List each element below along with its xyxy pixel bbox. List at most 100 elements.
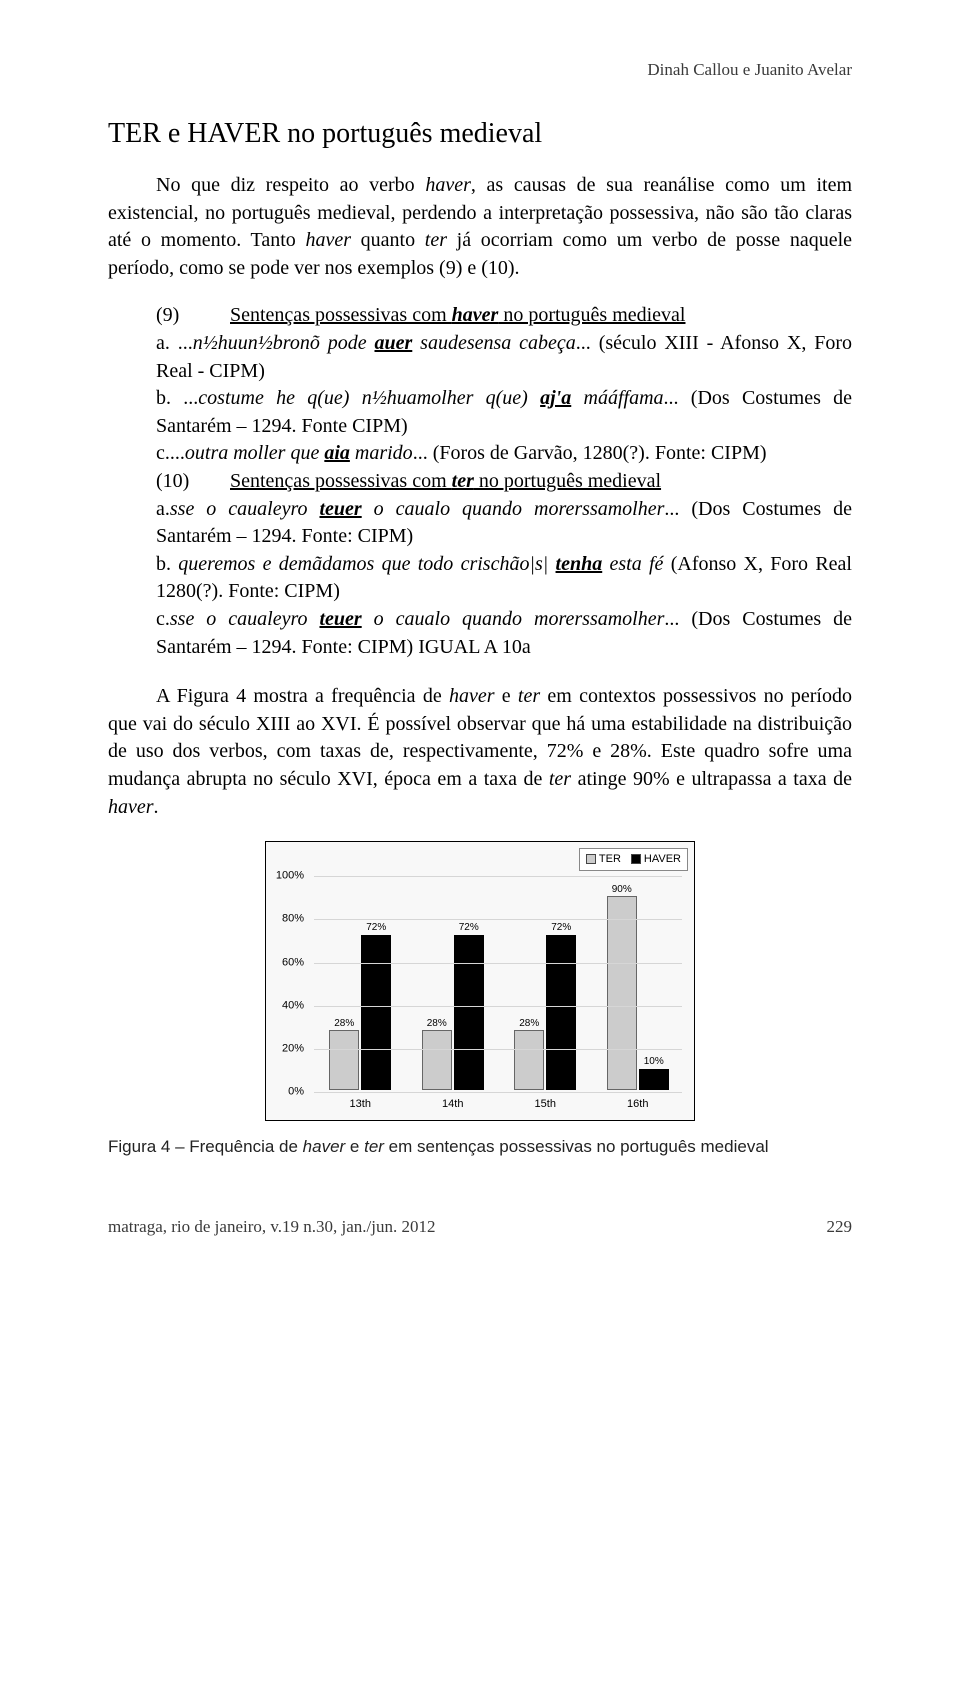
ex10c-teuer: teuer	[319, 608, 361, 630]
section-title: TER e HAVER no português medieval	[108, 115, 852, 154]
grid-line	[314, 876, 682, 877]
ex9c-aia: aia	[324, 442, 350, 464]
y-axis-tick: 0%	[266, 1085, 310, 1100]
grid-line	[314, 1092, 682, 1093]
example-9-number: (9)	[156, 302, 230, 330]
p2-a: A Figura 4 mostra a frequência de	[156, 685, 449, 707]
ex9a-it1: n½huun½bronõ pode	[193, 332, 375, 354]
bar-label-haver: 72%	[361, 921, 391, 935]
example-10-heading: Sentenças possessivas com ter no portugu…	[230, 470, 661, 492]
bar-haver: 72%	[361, 935, 391, 1091]
bar-haver: 72%	[546, 935, 576, 1091]
ex9b-it2: mááffama	[571, 387, 663, 409]
bar-label-ter: 28%	[423, 1017, 451, 1031]
intro-paragraph: No que diz respeito ao verbo haver, as c…	[108, 172, 852, 282]
x-axis-tick: 16th	[627, 1097, 648, 1112]
page-number: 229	[827, 1215, 853, 1238]
figcap-i1: haver	[298, 1137, 345, 1156]
ex10-item-b: b. queremos e demãdamos que todo crischã…	[156, 551, 852, 606]
y-axis-tick: 20%	[266, 1041, 310, 1056]
figcap-mid: e	[345, 1137, 364, 1156]
p2-ter: ter	[518, 685, 540, 707]
bar-ter: 28%	[422, 1030, 452, 1090]
legend-ter-label: TER	[599, 853, 621, 865]
running-head-authors: Dinah Callou e Juanito Avelar	[108, 58, 852, 81]
ex10a-it1: sse o caualeyro	[170, 498, 320, 520]
chart-container: TER HAVER 28%72%28%72%28%72%90%10% 0%20%…	[108, 841, 852, 1121]
ex9c-post: ... (Foros de Garvão, 1280(?). Fonte: CI…	[413, 442, 767, 464]
ex10a-pre: a.	[156, 498, 170, 520]
example-9-title: (9)Sentenças possessivas com haver no po…	[156, 302, 852, 330]
legend-ter: TER	[586, 852, 621, 867]
example-9: (9)Sentenças possessivas com haver no po…	[156, 302, 852, 661]
p2-e: .	[154, 796, 159, 818]
ex9-title-a: Sentenças possessivas com	[230, 304, 452, 326]
word-haver: haver	[425, 174, 471, 196]
ex10b-tenha: tenha	[556, 553, 603, 575]
grid-line	[314, 919, 682, 920]
chart-plot-area: 28%72%28%72%28%72%90%10%	[314, 876, 682, 1090]
ex9a-auer: auer	[374, 332, 412, 354]
x-axis-tick: 14th	[442, 1097, 463, 1112]
intro-text-c: quanto	[351, 229, 425, 251]
ex10b-it2: esta fé	[602, 553, 663, 575]
ex9a-it2: saudesensa cabeça	[412, 332, 576, 354]
ex9-item-c: c....outra moller que aia marido... (For…	[156, 440, 852, 468]
p2-haver: haver	[449, 685, 495, 707]
ex9b-pre: b. ...	[156, 387, 198, 409]
y-axis-tick: 40%	[266, 998, 310, 1013]
legend-swatch-ter	[586, 854, 596, 864]
word-ter: ter	[425, 229, 447, 251]
ex10c-it2: o caualo quando morerssamolher	[362, 608, 665, 630]
paragraph-2: A Figura 4 mostra a frequência de haver …	[108, 683, 852, 821]
page-footer: matraga, rio de janeiro, v.19 n.30, jan.…	[108, 1215, 852, 1238]
grid-line	[314, 1049, 682, 1050]
footer-citation: matraga, rio de janeiro, v.19 n.30, jan.…	[108, 1215, 435, 1238]
bar-label-ter: 28%	[330, 1017, 358, 1031]
p2-d: atinge 90% e ultrapassa a taxa de	[571, 768, 852, 790]
example-10-number: (10)	[156, 468, 230, 496]
grid-line	[314, 963, 682, 964]
ex9-title-italic: haver	[452, 304, 499, 326]
y-axis-tick: 80%	[266, 912, 310, 927]
bar-label-ter: 90%	[608, 883, 636, 897]
bar-ter: 28%	[514, 1030, 544, 1090]
example-9-heading: Sentenças possessivas com haver no portu…	[230, 304, 686, 326]
x-axis-tick: 15th	[535, 1097, 556, 1112]
ex9c-it1: outra moller que	[185, 442, 324, 464]
ex10-item-c: c.sse o caualeyro teuer o caualo quando …	[156, 606, 852, 661]
ex10-title-italic: ter	[452, 470, 474, 492]
bar-label-haver: 72%	[454, 921, 484, 935]
p2-haver2: haver	[108, 796, 154, 818]
figure-caption: Figura 4 – Frequência de haver e ter em …	[108, 1135, 852, 1158]
ex9b-aja: aj'a	[540, 387, 571, 409]
ex9-item-b: b. ...costume he q(ue) n½huamolher q(ue)…	[156, 385, 852, 440]
bar-ter: 28%	[329, 1030, 359, 1090]
ex9-title-b: no português medieval	[498, 304, 685, 326]
ex9-item-a: a. ...n½huun½bronõ pode auer saudesensa …	[156, 330, 852, 385]
ex10a-it2: o caualo quando morerssamolher	[362, 498, 665, 520]
bar-label-haver: 10%	[639, 1055, 669, 1069]
ex9c-it2: marido	[350, 442, 413, 464]
chart-legend: TER HAVER	[579, 848, 688, 871]
intro-text-a: No que diz respeito ao verbo	[156, 174, 425, 196]
p2-ter2: ter	[549, 768, 571, 790]
ex9b-it: costume he q(ue) n½huamolher q(ue)	[198, 387, 540, 409]
figcap-a: Figura 4 – Frequência de	[108, 1137, 298, 1156]
legend-haver-label: HAVER	[644, 853, 681, 865]
ex10-item-a: a.sse o caualeyro teuer o caualo quando …	[156, 496, 852, 551]
legend-swatch-haver	[631, 854, 641, 864]
bar-label-ter: 28%	[515, 1017, 543, 1031]
ex10b-pre: b.	[156, 553, 178, 575]
word-haver-2: haver	[305, 229, 351, 251]
ex10c-pre: c.	[156, 608, 170, 630]
ex10c-it1: sse o caualeyro	[170, 608, 320, 630]
ex10-title-a: Sentenças possessivas com	[230, 470, 452, 492]
x-axis-tick: 13th	[350, 1097, 371, 1112]
ex9c-pre: c....	[156, 442, 185, 464]
bar-haver: 72%	[454, 935, 484, 1091]
ex10b-it1: queremos e demãdamos que todo crischão|s…	[178, 553, 555, 575]
example-10-title: (10)Sentenças possessivas com ter no por…	[156, 468, 852, 496]
y-axis-tick: 100%	[266, 869, 310, 884]
bar-ter: 90%	[607, 896, 637, 1090]
